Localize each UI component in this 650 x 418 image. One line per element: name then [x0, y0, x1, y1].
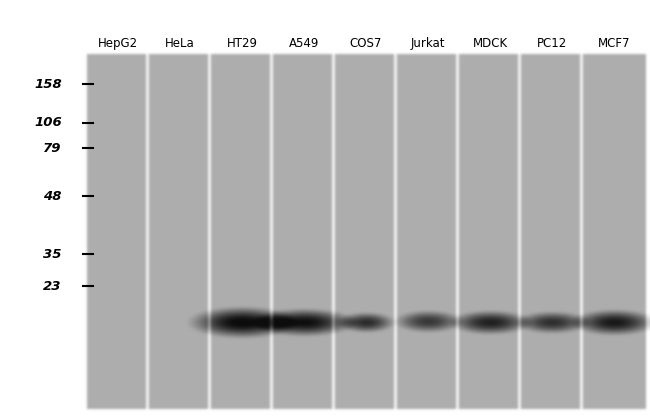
Text: 48: 48 [44, 189, 62, 202]
Text: A549: A549 [289, 37, 319, 50]
Text: MDCK: MDCK [473, 37, 508, 50]
Text: 106: 106 [34, 117, 62, 130]
Text: MCF7: MCF7 [598, 37, 630, 50]
Text: HepG2: HepG2 [98, 37, 138, 50]
Text: COS7: COS7 [350, 37, 382, 50]
Text: HT29: HT29 [226, 37, 257, 50]
Text: 158: 158 [34, 77, 62, 91]
Text: 23: 23 [44, 280, 62, 293]
Text: PC12: PC12 [537, 37, 567, 50]
Text: 79: 79 [44, 142, 62, 155]
Text: Jurkat: Jurkat [411, 37, 445, 50]
Text: 35: 35 [44, 247, 62, 260]
Text: HeLa: HeLa [165, 37, 195, 50]
